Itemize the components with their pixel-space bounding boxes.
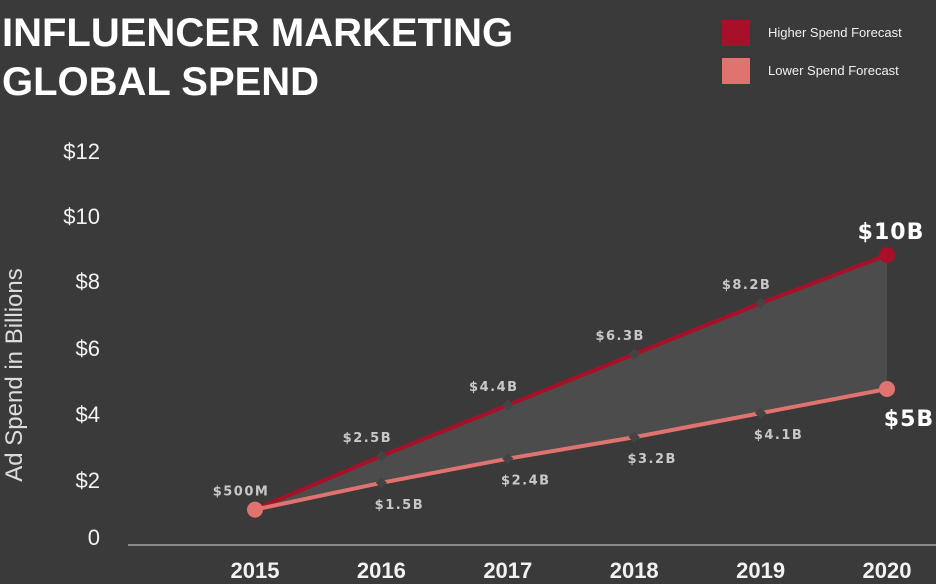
data-point xyxy=(754,297,767,309)
data-point xyxy=(247,501,263,518)
x-tick-label: 2017 xyxy=(483,558,532,583)
data-label-higher: $10B xyxy=(858,220,925,245)
x-tick-label: 2015 xyxy=(231,558,280,583)
data-label-higher: $500M xyxy=(213,485,270,500)
area-between-forecasts xyxy=(255,255,887,510)
data-label-higher: $6.3B xyxy=(595,329,644,344)
data-label-lower: $2.4B xyxy=(501,474,550,489)
data-point xyxy=(375,450,388,462)
data-point xyxy=(879,247,895,263)
legend: Higher Spend Forecast Lower Spend Forecas… xyxy=(722,20,902,84)
data-label-higher: $8.2B xyxy=(722,278,771,293)
x-tick-label: 2016 xyxy=(357,558,406,583)
y-tick-label: $4 xyxy=(76,402,100,427)
data-label-lower: $3.2B xyxy=(627,452,676,467)
data-point xyxy=(628,348,640,360)
data-point xyxy=(502,453,514,465)
shaded-area xyxy=(255,255,887,510)
data-label-higher: $4.4B xyxy=(469,380,518,395)
chart-title-line-1: INFLUENCER MARKETING xyxy=(2,11,513,55)
legend-label: Higher Spend Forecast xyxy=(768,25,902,40)
data-point xyxy=(879,381,895,397)
point-labels: $500M $2.5B $4.4B $6.3B $8.2B $10B $1.5B $2.4B $… xyxy=(213,220,934,513)
series-line-higher xyxy=(254,253,888,512)
legend-swatch xyxy=(722,20,750,46)
data-point xyxy=(375,477,388,489)
x-tick-label: 2019 xyxy=(736,558,785,583)
series xyxy=(247,247,895,518)
data-point xyxy=(754,407,767,419)
data-point xyxy=(628,431,640,443)
y-tick-label: $12 xyxy=(63,139,100,164)
axes: 0 $2 $4 $6 $8 $10 $12 2015 2016 2017 2018 2019 2020 xyxy=(63,139,936,583)
y-tick-label: $10 xyxy=(63,204,100,229)
x-tick-label: 2020 xyxy=(863,558,912,583)
series-line-lower xyxy=(254,387,888,512)
data-label-lower: $1.5B xyxy=(375,498,424,513)
chart-title-line-2: GLOBAL SPEND xyxy=(2,60,319,104)
y-tick-label: $2 xyxy=(76,468,100,493)
data-label-lower: $5B xyxy=(884,407,934,432)
y-tick-label: 0 xyxy=(88,525,100,550)
y-tick-label: $6 xyxy=(76,336,100,361)
data-point xyxy=(502,399,514,411)
data-label-higher: $2.5B xyxy=(343,431,392,446)
x-tick-label: 2018 xyxy=(610,558,659,583)
legend-swatch xyxy=(722,58,750,84)
legend-label: Lower Spend Forecast xyxy=(768,63,899,78)
y-axis-label: Ad Spend in Billions xyxy=(1,268,28,481)
y-tick-label: $8 xyxy=(76,269,100,294)
data-label-lower: $4.1B xyxy=(754,428,803,443)
